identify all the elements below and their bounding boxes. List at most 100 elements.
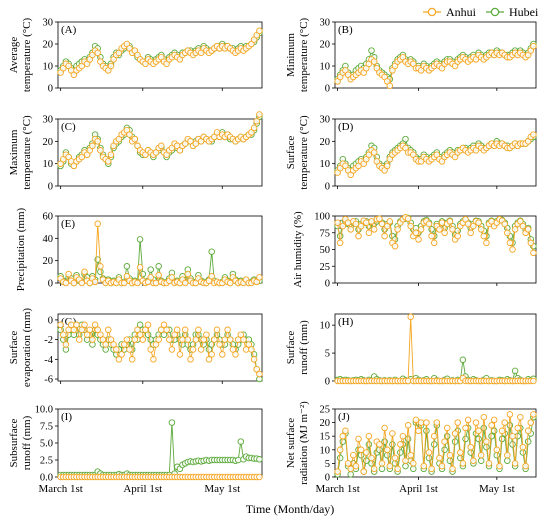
y-tick-label: 5.0 xyxy=(40,439,53,450)
data-point-anhui xyxy=(386,462,394,470)
data-point-anhui xyxy=(144,321,152,329)
data-point-anhui xyxy=(394,226,401,233)
data-point-anhui xyxy=(176,351,184,358)
data-point-hubei xyxy=(336,232,344,240)
x-tick-label: April 1st xyxy=(123,483,162,495)
data-point-hubei xyxy=(524,438,532,445)
data-point-hubei xyxy=(475,435,482,443)
x-tick-label: May 1st xyxy=(204,483,240,495)
data-point-hubei xyxy=(477,457,485,464)
data-point-anhui xyxy=(203,331,210,338)
data-point-anhui xyxy=(410,460,417,467)
y-tick-label: 5 xyxy=(325,459,330,470)
y-tick-label: 0 xyxy=(48,279,53,290)
data-point-anhui xyxy=(336,446,344,454)
y-axis-title: Net surface xyxy=(285,418,297,469)
data-point-anhui xyxy=(504,451,511,459)
data-point-anhui xyxy=(181,279,189,287)
data-point-hubei xyxy=(493,451,501,459)
data-point-anhui xyxy=(73,321,80,329)
series-line-anhui xyxy=(337,414,534,472)
data-point-anhui xyxy=(336,239,344,247)
data-point-hubei xyxy=(383,451,391,459)
y-tick-label: 0 xyxy=(48,84,53,95)
y-tick-label: 30 xyxy=(43,115,54,126)
data-point-anhui xyxy=(441,229,448,237)
data-point-anhui xyxy=(94,326,101,334)
data-point-hubei xyxy=(123,263,131,270)
data-point-anhui xyxy=(363,449,370,456)
data-point-anhui xyxy=(404,215,412,222)
data-point-anhui xyxy=(407,313,414,321)
y-axis-title: Surface xyxy=(285,331,297,365)
data-point-anhui xyxy=(253,365,260,373)
y-tick-label: 10.0 xyxy=(35,405,53,416)
data-point-anhui xyxy=(184,270,192,278)
data-point-anhui xyxy=(347,465,354,473)
data-point-anhui xyxy=(415,427,422,435)
panel-frame xyxy=(57,313,263,382)
y-tick-label: 10 xyxy=(320,321,331,332)
data-point-anhui xyxy=(407,222,414,230)
data-point-anhui xyxy=(480,232,488,240)
data-point-anhui xyxy=(107,336,115,343)
y-tick-label: 40 xyxy=(43,234,54,245)
data-point-anhui xyxy=(150,356,157,363)
y-tick-label: 0 xyxy=(325,377,330,388)
data-point-anhui xyxy=(78,279,86,287)
panel-frame xyxy=(57,21,263,89)
data-point-anhui xyxy=(134,279,141,287)
data-point-anhui xyxy=(490,416,498,424)
data-point-anhui xyxy=(97,147,104,154)
data-point-anhui xyxy=(205,356,213,363)
data-point-anhui xyxy=(415,236,422,243)
data-point-anhui xyxy=(509,432,516,440)
y-tick-label: -4 xyxy=(44,355,53,366)
data-point-anhui xyxy=(357,222,365,230)
data-point-hubei xyxy=(397,449,404,456)
data-point-anhui xyxy=(501,220,508,228)
data-point-anhui xyxy=(344,219,352,226)
data-point-anhui xyxy=(350,451,357,459)
y-tick-label: 0.0 xyxy=(40,473,53,484)
data-point-anhui xyxy=(224,326,231,334)
panel-label: (H) xyxy=(338,316,354,328)
data-point-anhui xyxy=(527,419,535,426)
data-point-anhui xyxy=(530,249,537,257)
data-point-anhui xyxy=(454,232,461,240)
y-axis-title: Minimum xyxy=(285,33,297,77)
data-point-anhui xyxy=(480,413,488,421)
data-point-anhui xyxy=(368,218,375,225)
data-point-anhui xyxy=(118,351,125,358)
data-point-anhui xyxy=(386,82,394,90)
data-point-anhui xyxy=(208,351,215,358)
legend: Anhui Hubei xyxy=(423,5,539,19)
data-point-anhui xyxy=(357,446,365,454)
data-point-anhui xyxy=(428,465,435,473)
data-point-anhui xyxy=(464,416,472,424)
data-point-anhui xyxy=(530,377,537,385)
data-point-hubei xyxy=(425,454,433,462)
y-axis-title: evaporation (mm) xyxy=(21,308,33,387)
data-point-anhui xyxy=(438,462,446,470)
data-point-hubei xyxy=(368,47,375,54)
y-axis-title: Surface xyxy=(8,331,20,365)
data-point-anhui xyxy=(378,460,386,467)
y-axis-title: temperature (°C) xyxy=(21,115,33,190)
x-axis-title: Time (Month/day) xyxy=(246,502,335,516)
data-point-anhui xyxy=(195,326,202,334)
panel-frame xyxy=(57,408,263,478)
data-point-anhui xyxy=(504,229,511,237)
data-point-anhui xyxy=(123,336,131,343)
panel-e: (E) 0 20 40 60 Precipitation (mm) xyxy=(15,207,263,291)
data-point-anhui xyxy=(417,419,425,426)
data-point-anhui xyxy=(89,336,96,343)
data-point-hubei xyxy=(467,449,474,456)
data-point-anhui xyxy=(446,218,454,225)
data-point-hubei xyxy=(402,135,409,143)
data-point-anhui xyxy=(436,226,443,233)
series-line-anhui xyxy=(337,316,534,382)
data-point-anhui xyxy=(451,430,459,437)
y-tick-label: 20 xyxy=(43,40,54,51)
data-point-anhui xyxy=(514,424,521,432)
